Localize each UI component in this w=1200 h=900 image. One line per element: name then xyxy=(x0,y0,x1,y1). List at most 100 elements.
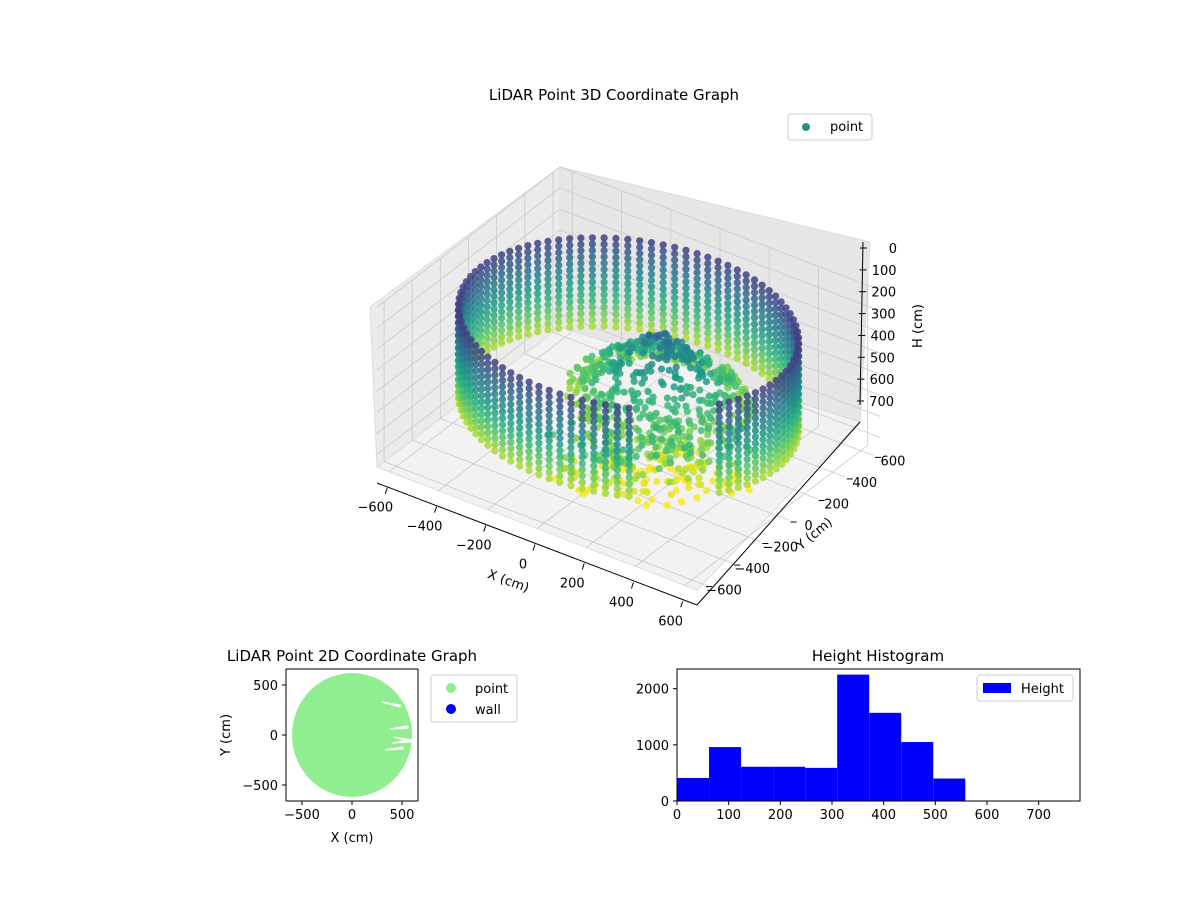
point-marker xyxy=(766,438,774,446)
point-marker xyxy=(613,422,621,430)
point-marker xyxy=(483,341,491,349)
point-marker xyxy=(578,428,586,436)
point-marker xyxy=(524,292,532,300)
z-ticks-3d: 0 100 200 300 400 500 600 700 xyxy=(857,242,897,410)
point-marker xyxy=(471,268,479,276)
point-marker xyxy=(613,409,621,417)
point-marker xyxy=(535,414,543,422)
point-marker xyxy=(472,386,480,394)
point-marker xyxy=(524,267,532,275)
point-marker xyxy=(765,331,773,339)
point-marker xyxy=(778,397,786,405)
point-marker xyxy=(750,352,759,360)
point-marker xyxy=(515,301,523,309)
point-marker xyxy=(685,483,693,492)
point-marker xyxy=(612,291,620,299)
point-marker xyxy=(516,399,524,407)
point-marker xyxy=(534,296,542,304)
point-marker xyxy=(472,360,480,369)
point-marker xyxy=(671,281,679,289)
point-marker xyxy=(483,322,491,330)
point-marker xyxy=(515,251,523,259)
point-marker xyxy=(636,268,644,276)
point-marker xyxy=(766,381,774,389)
point-marker xyxy=(742,340,750,348)
point-marker xyxy=(624,235,632,243)
point-marker xyxy=(515,276,523,284)
point-marker xyxy=(498,395,507,403)
point-marker xyxy=(645,466,653,474)
point-marker xyxy=(679,469,687,477)
point-marker xyxy=(693,275,701,283)
point-marker xyxy=(525,435,533,443)
point-marker xyxy=(535,445,543,454)
point-marker xyxy=(454,306,463,314)
point-marker xyxy=(625,492,633,501)
point-marker xyxy=(678,355,687,363)
point-marker xyxy=(477,410,486,419)
point-marker xyxy=(704,310,712,318)
point-marker xyxy=(725,404,733,412)
point-marker xyxy=(515,314,523,322)
point-marker xyxy=(699,466,707,474)
z-tick-label: 0 xyxy=(889,242,897,257)
point-marker xyxy=(742,347,750,355)
point-marker xyxy=(578,415,586,423)
x-tick-label: 0 xyxy=(519,558,527,573)
point-marker xyxy=(725,436,733,444)
point-marker xyxy=(566,260,574,268)
point-marker xyxy=(751,458,760,466)
point-marker xyxy=(659,266,667,274)
point-marker xyxy=(743,430,751,438)
point-marker xyxy=(758,306,766,314)
point-marker xyxy=(624,286,632,294)
point-marker xyxy=(629,372,638,380)
point-marker xyxy=(766,450,774,458)
point-marker xyxy=(765,299,773,307)
point-marker xyxy=(742,359,750,367)
point-marker xyxy=(524,273,532,281)
point-marker xyxy=(751,446,760,454)
point-marker xyxy=(771,292,780,300)
point-marker xyxy=(556,440,564,449)
point-marker xyxy=(765,362,773,370)
point-marker xyxy=(483,271,491,279)
point-marker xyxy=(484,391,492,399)
point-marker xyxy=(693,262,701,270)
point-marker xyxy=(647,367,655,375)
point-marker xyxy=(693,325,701,333)
point-marker xyxy=(534,252,542,260)
point-marker xyxy=(771,336,780,344)
point-marker xyxy=(792,351,800,359)
grid-line xyxy=(376,229,881,371)
point-marker xyxy=(600,259,608,267)
point-marker xyxy=(491,409,499,417)
point-marker xyxy=(556,415,564,423)
point-marker xyxy=(598,349,607,357)
point-marker xyxy=(484,378,492,386)
point-marker xyxy=(693,332,701,340)
point-marker xyxy=(704,439,712,447)
point-marker xyxy=(600,265,608,274)
point-marker xyxy=(588,379,596,387)
point-marker xyxy=(715,482,723,490)
point-marker xyxy=(636,243,644,251)
point-marker xyxy=(590,487,598,495)
point-marker xyxy=(667,459,675,467)
point-marker xyxy=(467,336,475,344)
point-marker xyxy=(786,310,794,318)
x-axis-line xyxy=(376,482,698,606)
grid-line xyxy=(376,208,881,350)
point-marker xyxy=(772,414,780,422)
point-marker xyxy=(525,378,533,386)
point-marker xyxy=(572,434,581,442)
point-marker xyxy=(498,251,506,259)
point-marker xyxy=(759,391,767,399)
point-marker xyxy=(601,439,610,447)
point-marker xyxy=(472,405,480,413)
legend-marker-wall-2d xyxy=(446,704,456,714)
point-marker xyxy=(516,449,524,457)
point-marker xyxy=(506,266,514,274)
point-marker xyxy=(725,480,733,488)
point-marker xyxy=(777,298,785,306)
